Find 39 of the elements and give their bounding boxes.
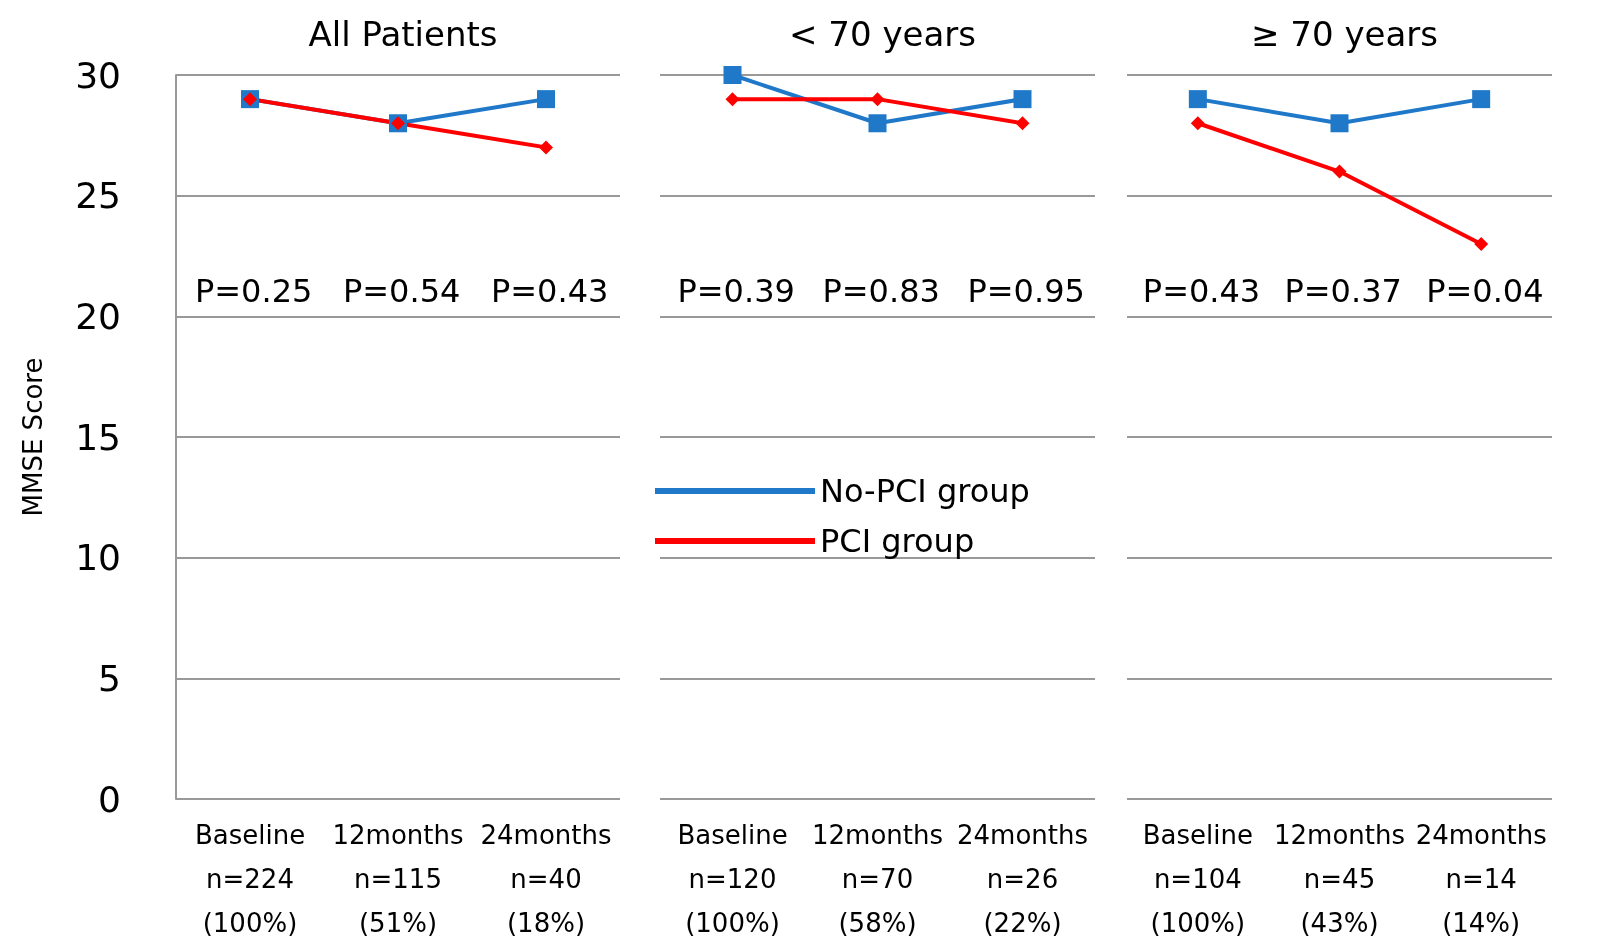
y-axis-title: MMSE Score: [18, 357, 48, 517]
annotation: P=0.25: [195, 272, 313, 310]
annotation: P=0.95: [967, 272, 1085, 310]
x-tick-label: Baseline n=224 (100%): [194, 820, 306, 938]
x-tick-label: Baseline n=104 (100%): [1142, 820, 1253, 938]
legend-label: No-PCI group: [820, 472, 1030, 510]
chart-title: All Patients: [308, 14, 498, 54]
y-tick-label: 20: [75, 295, 121, 337]
x-tick-label: Baseline n=120 (100%): [677, 820, 788, 938]
x-tick-label: 12months n=70 (58%): [811, 820, 944, 938]
point: [539, 140, 553, 155]
annotation: P=0.39: [677, 272, 795, 310]
annotation: P=0.37: [1284, 272, 1402, 310]
x-tick-label: 12months n=115 (51%): [332, 820, 464, 938]
annotation: P=0.54: [343, 272, 461, 310]
annotation: P=0.04: [1426, 272, 1544, 310]
annotation: P=0.43: [1142, 272, 1261, 310]
point: [1472, 90, 1491, 109]
y-tick-label: 15: [75, 416, 121, 458]
point: [1474, 236, 1489, 251]
x-tick-label: 24months n=14 (14%): [1415, 820, 1547, 938]
point: [537, 90, 555, 109]
y-tick-label: 10: [75, 537, 121, 579]
point: [1332, 164, 1347, 179]
annotation: P=0.43: [491, 272, 609, 310]
x-tick-label: 24months n=26 (22%): [956, 820, 1089, 938]
x-tick-label: 24months n=40 (18%): [480, 820, 612, 938]
y-tick-label: 0: [98, 778, 121, 820]
annotation: P=0.83: [822, 272, 940, 310]
point: [1188, 90, 1207, 109]
chart-title: ≥ 70 years: [1251, 14, 1438, 54]
x-tick-label: 12months n=45 (43%): [1273, 820, 1406, 938]
y-tick-label: 25: [75, 175, 121, 217]
chart-title: < 70 years: [789, 14, 976, 54]
legend-label: PCI group: [820, 522, 975, 560]
point: [1190, 116, 1205, 131]
y-tick-label: 5: [98, 657, 121, 699]
y-tick-label: 30: [75, 54, 121, 96]
point: [1330, 114, 1349, 133]
